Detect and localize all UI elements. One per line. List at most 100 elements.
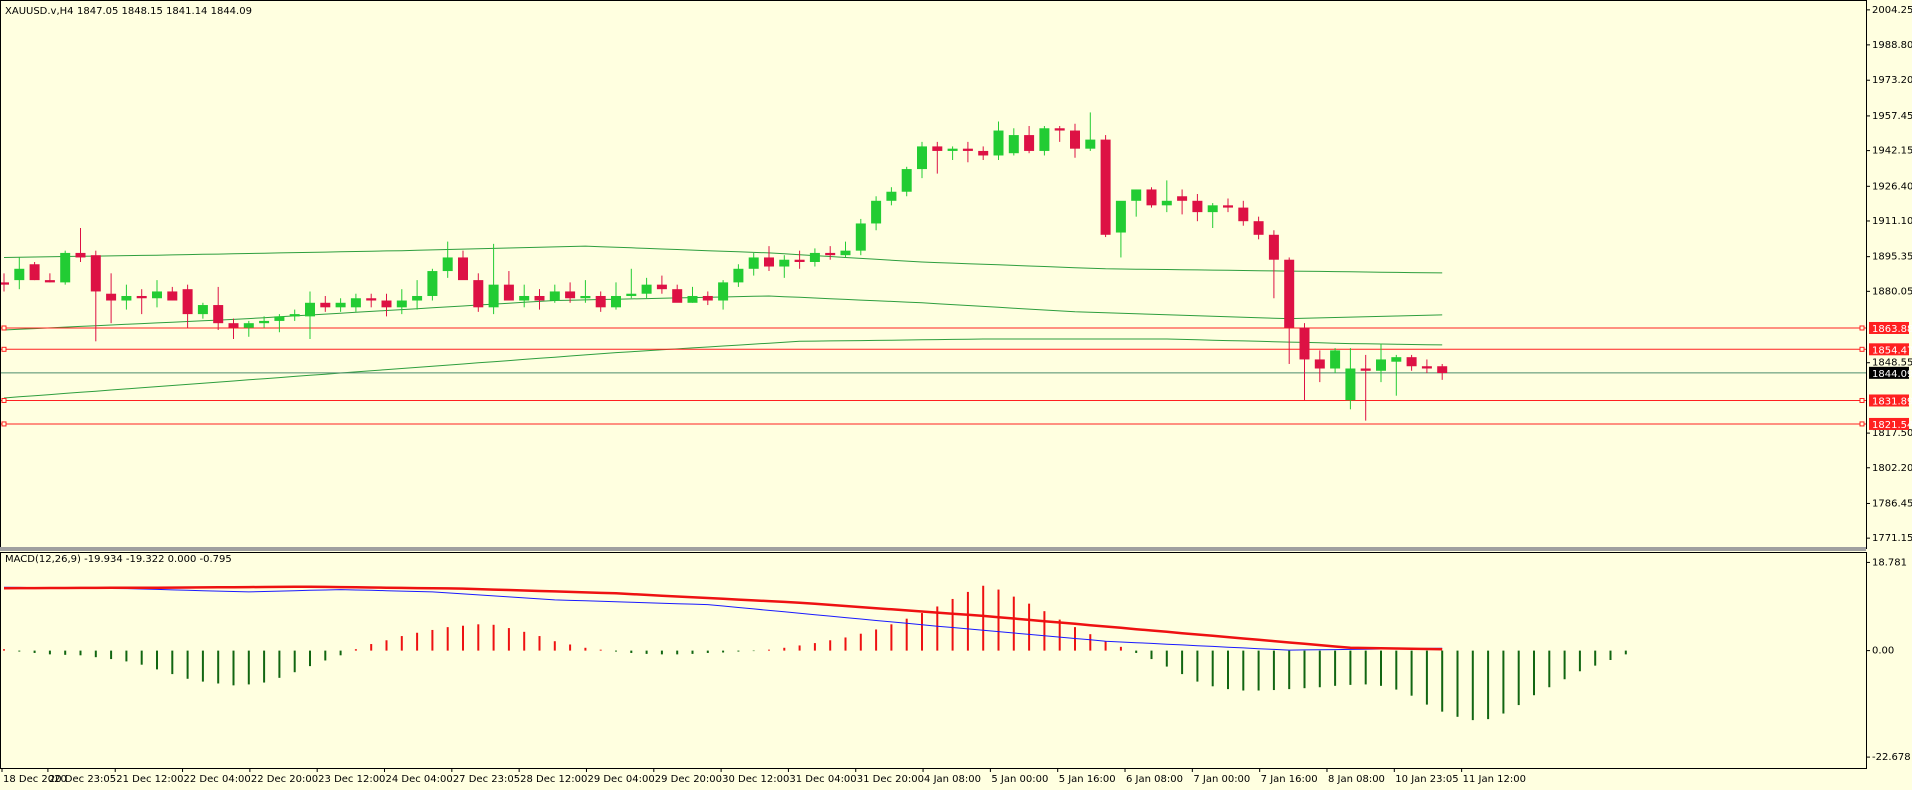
candle[interactable] [1115, 200, 1126, 258]
candle[interactable] [167, 286, 178, 301]
candle[interactable] [1284, 257, 1295, 364]
candle[interactable] [350, 293, 361, 312]
candle[interactable] [1437, 363, 1448, 380]
candle[interactable] [29, 261, 40, 281]
candle[interactable] [733, 264, 744, 287]
candle[interactable] [1070, 123, 1080, 158]
macd-panel[interactable] [3, 585, 1627, 721]
candle[interactable] [1161, 180, 1172, 213]
level-anchor[interactable] [1859, 397, 1865, 403]
candle[interactable] [947, 146, 958, 161]
candle[interactable] [427, 268, 438, 301]
candle[interactable] [473, 273, 484, 312]
candle[interactable] [1146, 187, 1157, 208]
candle[interactable] [656, 275, 667, 294]
candle[interactable] [779, 255, 790, 278]
candle[interactable] [458, 250, 468, 281]
candle[interactable] [1207, 203, 1218, 228]
candle[interactable] [1391, 354, 1402, 396]
candle[interactable] [534, 289, 545, 310]
candle[interactable] [488, 243, 499, 315]
candle[interactable] [320, 295, 331, 312]
candle[interactable] [687, 286, 698, 303]
candle[interactable] [794, 250, 805, 269]
candle[interactable] [702, 291, 713, 306]
candle[interactable] [243, 320, 254, 337]
candle[interactable] [1299, 323, 1310, 401]
candle[interactable] [228, 318, 239, 340]
price-panel[interactable] [0, 112, 1866, 427]
candle[interactable] [0, 273, 9, 292]
candle[interactable] [764, 246, 774, 272]
candle[interactable] [1024, 126, 1035, 154]
candle[interactable] [855, 218, 866, 256]
candle[interactable] [901, 166, 912, 197]
candle[interactable] [381, 293, 392, 317]
candle[interactable] [1268, 230, 1279, 299]
candle[interactable] [289, 309, 300, 321]
candle[interactable] [549, 284, 560, 303]
candle[interactable] [1360, 354, 1371, 421]
candle[interactable] [396, 289, 407, 315]
candle[interactable] [611, 282, 621, 310]
candle[interactable] [305, 291, 315, 340]
candle[interactable] [90, 250, 101, 342]
candle[interactable] [1314, 350, 1325, 383]
candle[interactable] [503, 271, 514, 301]
candle[interactable] [106, 273, 117, 324]
candle[interactable] [152, 280, 162, 308]
level-anchor[interactable] [1859, 325, 1865, 331]
candle[interactable] [626, 268, 637, 299]
candle[interactable] [121, 284, 132, 310]
candle[interactable] [917, 141, 927, 179]
candle[interactable] [993, 121, 1004, 161]
candle[interactable] [565, 282, 576, 303]
candle[interactable] [748, 252, 759, 276]
candle[interactable] [1054, 126, 1065, 142]
candle[interactable] [1039, 126, 1050, 156]
candle[interactable] [595, 291, 606, 312]
candle[interactable] [75, 227, 86, 262]
level-anchor[interactable] [1, 325, 7, 331]
candle[interactable] [366, 293, 377, 308]
candle[interactable] [60, 250, 71, 285]
candle[interactable] [1421, 359, 1432, 374]
candle[interactable] [1008, 128, 1019, 156]
level-anchor[interactable] [1859, 421, 1865, 427]
candle[interactable] [197, 302, 208, 319]
candle[interactable] [44, 273, 55, 283]
candle[interactable] [825, 246, 836, 260]
candle[interactable] [1345, 348, 1356, 410]
candle[interactable] [259, 316, 270, 328]
candle[interactable] [962, 141, 973, 163]
candle[interactable] [1100, 135, 1111, 238]
candle[interactable] [519, 284, 530, 308]
candle[interactable] [1085, 112, 1096, 151]
candle[interactable] [718, 280, 729, 310]
candle[interactable] [1330, 348, 1341, 374]
candle[interactable] [412, 280, 423, 310]
candle[interactable] [932, 141, 943, 174]
candle[interactable] [840, 241, 851, 258]
candle[interactable] [1376, 343, 1386, 383]
candle[interactable] [213, 286, 224, 330]
candle[interactable] [136, 289, 147, 315]
level-anchor[interactable] [1, 346, 7, 352]
candle[interactable] [1406, 354, 1417, 371]
candle[interactable] [978, 146, 989, 161]
candle[interactable] [1238, 200, 1249, 226]
candle[interactable] [442, 241, 453, 278]
candle[interactable] [274, 314, 285, 333]
candle[interactable] [1192, 193, 1203, 222]
candle[interactable] [1223, 198, 1233, 213]
candle[interactable] [1131, 189, 1142, 217]
candle[interactable] [14, 257, 25, 290]
candle[interactable] [335, 298, 346, 312]
candle[interactable] [580, 280, 591, 303]
level-anchor[interactable] [1, 397, 7, 403]
candle[interactable] [871, 196, 882, 231]
candle[interactable] [809, 248, 820, 267]
candle[interactable] [1253, 216, 1264, 240]
candle[interactable] [1177, 189, 1188, 215]
